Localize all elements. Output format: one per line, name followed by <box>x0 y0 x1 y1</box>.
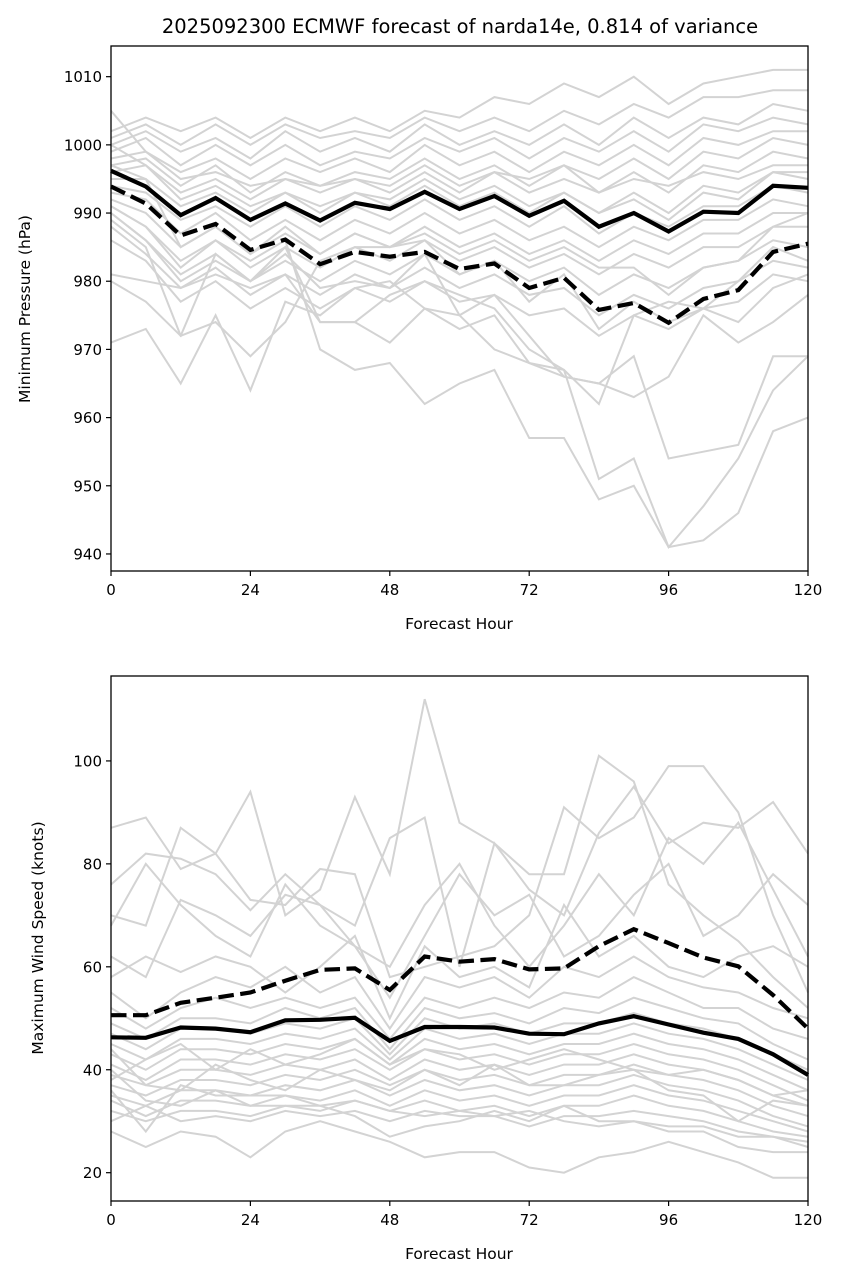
wind-axes-frame <box>110 675 809 1202</box>
wind-member-line-16 <box>110 1073 809 1128</box>
pressure-member-line-10 <box>110 184 809 235</box>
pressure-y-tick-label: 950 <box>73 477 102 495</box>
wind-principal-component-mode-line <box>111 926 810 1031</box>
wind-member-line-4 <box>110 820 809 969</box>
chart-title: 2025092300 ECMWF forecast of narda14e, 0… <box>162 15 758 38</box>
wind-ensemble-mean-line <box>110 1014 810 1077</box>
wind-member-line-13 <box>110 1042 809 1102</box>
wind-member-line-20 <box>110 1120 808 1179</box>
pressure-member-line-15 <box>110 225 809 317</box>
wind-member-line-1 <box>110 698 809 1009</box>
wind-member-line-11 <box>110 1022 809 1081</box>
wind-y-tick-label: 40 <box>83 1061 102 1079</box>
wind-member-line-3 <box>110 765 809 993</box>
wind-panel: 0 24 48 72 96 120 20 40 60 80 100 Forecast Hour M… <box>29 675 822 1263</box>
pressure-y-tick-label: 980 <box>73 273 102 291</box>
wind-member-line-17 <box>110 1084 809 1133</box>
pressure-x-tick-label: 120 <box>794 581 823 599</box>
wind-member-line-5 <box>110 862 809 1000</box>
pressure-x-tick-label: 96 <box>659 581 678 599</box>
pressure-main-series <box>110 168 809 326</box>
pressure-y-tick-label: 940 <box>73 545 102 563</box>
wind-member-line-19 <box>110 1104 809 1143</box>
wind-member-line-23 <box>110 1048 809 1123</box>
pressure-y-tick-label: 960 <box>73 409 102 427</box>
wind-y-tick-label: 80 <box>83 855 102 873</box>
wind-main-series <box>110 926 810 1077</box>
pressure-x-tick-label: 72 <box>520 581 539 599</box>
pressure-member-line-8 <box>110 110 808 194</box>
wind-y-axis-label: Maximum Wind Speed (knots) <box>29 821 47 1054</box>
pressure-ensemble-members <box>110 68 809 550</box>
wind-x-tick-label: 0 <box>106 1211 116 1229</box>
pressure-member-line-21 <box>110 280 808 460</box>
pressure-axes-frame <box>110 45 809 572</box>
pressure-member-line-17 <box>110 273 809 399</box>
wind-member-line-7 <box>110 955 809 1031</box>
wind-x-axis-label: Forecast Hour <box>405 1245 513 1263</box>
pressure-y-axis-label: Minimum Pressure (hPa) <box>16 215 34 403</box>
wind-y-tick-label: 100 <box>73 752 102 770</box>
wind-x-tick-label: 72 <box>520 1211 539 1229</box>
wind-member-line-6 <box>110 902 809 1021</box>
pressure-ensemble-mean-line <box>110 168 809 234</box>
pressure-member-line-23 <box>110 164 809 297</box>
pressure-y-tick-label: 1010 <box>64 68 102 86</box>
pressure-x-ticks: 0 24 48 72 96 120 <box>106 571 822 599</box>
wind-member-line-9 <box>110 996 809 1061</box>
wind-member-line-12 <box>110 1032 809 1092</box>
pressure-member-line-11 <box>110 191 809 249</box>
pressure-member-line-22 <box>110 219 809 358</box>
pressure-x-tick-label: 0 <box>106 581 116 599</box>
pressure-x-tick-label: 24 <box>241 581 260 599</box>
wind-member-line-2 <box>110 784 809 968</box>
wind-x-tick-label: 48 <box>380 1211 399 1229</box>
pressure-member-line-24 <box>110 144 808 222</box>
pressure-member-line-9 <box>111 171 809 215</box>
wind-member-line-24 <box>110 1037 809 1097</box>
pressure-y-tick-label: 990 <box>73 205 102 223</box>
pressure-member-line-13 <box>110 205 808 276</box>
wind-x-tick-label: 96 <box>659 1211 678 1229</box>
wind-x-ticks: 0 24 48 72 96 120 <box>106 1201 822 1229</box>
wind-member-line-14 <box>110 1053 809 1107</box>
wind-member-line-15 <box>110 1063 809 1118</box>
pressure-member-line-18 <box>110 245 809 406</box>
pressure-x-axis-label: Forecast Hour <box>405 615 513 633</box>
wind-x-tick-label: 24 <box>241 1211 260 1229</box>
pressure-member-line-7 <box>110 150 809 201</box>
pressure-member-line-1 <box>110 68 808 140</box>
pressure-y-tick-label: 970 <box>73 341 102 359</box>
wind-y-ticks: 20 40 60 80 100 <box>73 752 111 1182</box>
pressure-member-line-16 <box>110 239 809 338</box>
pressure-principal-component-mode-line <box>110 184 809 326</box>
pressure-member-line-4 <box>110 116 809 167</box>
pressure-y-ticks: 940 950 960 970 980 990 1000 1010 <box>64 68 111 563</box>
pressure-y-tick-label: 1000 <box>64 136 102 154</box>
pressure-member-line-6 <box>110 136 809 194</box>
wind-member-line-8 <box>110 975 809 1041</box>
wind-y-tick-label: 60 <box>83 958 102 976</box>
wind-y-tick-label: 20 <box>83 1164 102 1182</box>
pressure-x-tick-label: 48 <box>380 581 399 599</box>
pressure-member-line-20 <box>110 212 809 550</box>
wind-member-line-22 <box>110 1069 809 1148</box>
pressure-member-line-3 <box>110 102 809 160</box>
pressure-member-line-19 <box>110 205 809 549</box>
pressure-panel: 0 24 48 72 96 120 94095096097098099010001010 … <box>16 45 822 633</box>
pressure-member-line-5 <box>110 130 808 181</box>
pressure-member-line-2 <box>110 89 808 147</box>
wind-member-line-10 <box>110 1012 809 1071</box>
wind-x-tick-label: 120 <box>794 1211 823 1229</box>
wind-ensemble-members <box>110 698 809 1179</box>
